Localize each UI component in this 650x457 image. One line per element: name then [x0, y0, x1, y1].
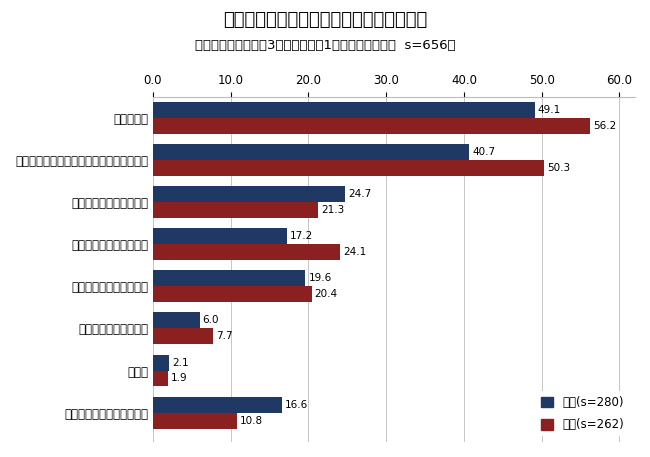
Text: 56.2: 56.2 — [593, 121, 616, 131]
Bar — [153, 244, 340, 260]
Text: 40.7: 40.7 — [473, 147, 495, 157]
Text: 6.0: 6.0 — [203, 315, 219, 325]
Text: 17.2: 17.2 — [290, 231, 313, 241]
Text: 20.4: 20.4 — [315, 289, 338, 299]
Bar — [153, 228, 287, 244]
Text: コインパーキングについて不満に思うこと: コインパーキングについて不満に思うこと — [223, 11, 427, 29]
Text: 16.6: 16.6 — [285, 399, 308, 409]
Bar — [153, 287, 311, 303]
Text: （複数回答、対象：3大都市圏で週1回以上運転する人  s=656）: （複数回答、対象：3大都市圏で週1回以上運転する人 s=656） — [195, 39, 455, 52]
Bar — [153, 102, 535, 118]
Bar — [153, 144, 469, 160]
Bar — [153, 186, 345, 202]
Text: 10.8: 10.8 — [240, 415, 263, 425]
Text: 19.6: 19.6 — [308, 273, 332, 283]
Bar — [153, 118, 590, 134]
Legend: 男性(s=280), 女性(s=262): 男性(s=280), 女性(s=262) — [537, 391, 629, 436]
Bar — [153, 397, 282, 413]
Bar — [153, 329, 213, 345]
Bar — [153, 271, 306, 287]
Bar — [153, 202, 318, 218]
Text: 21.3: 21.3 — [322, 205, 345, 215]
Text: 7.7: 7.7 — [216, 331, 233, 341]
Bar — [153, 371, 168, 387]
Text: 1.9: 1.9 — [171, 373, 187, 383]
Bar — [153, 355, 169, 371]
Text: 24.1: 24.1 — [343, 247, 367, 257]
Bar — [153, 313, 200, 329]
Text: 24.7: 24.7 — [348, 189, 371, 199]
Text: 50.3: 50.3 — [547, 163, 570, 173]
Text: 2.1: 2.1 — [172, 357, 189, 367]
Bar — [153, 413, 237, 429]
Bar — [153, 160, 544, 176]
Text: 49.1: 49.1 — [538, 105, 561, 115]
